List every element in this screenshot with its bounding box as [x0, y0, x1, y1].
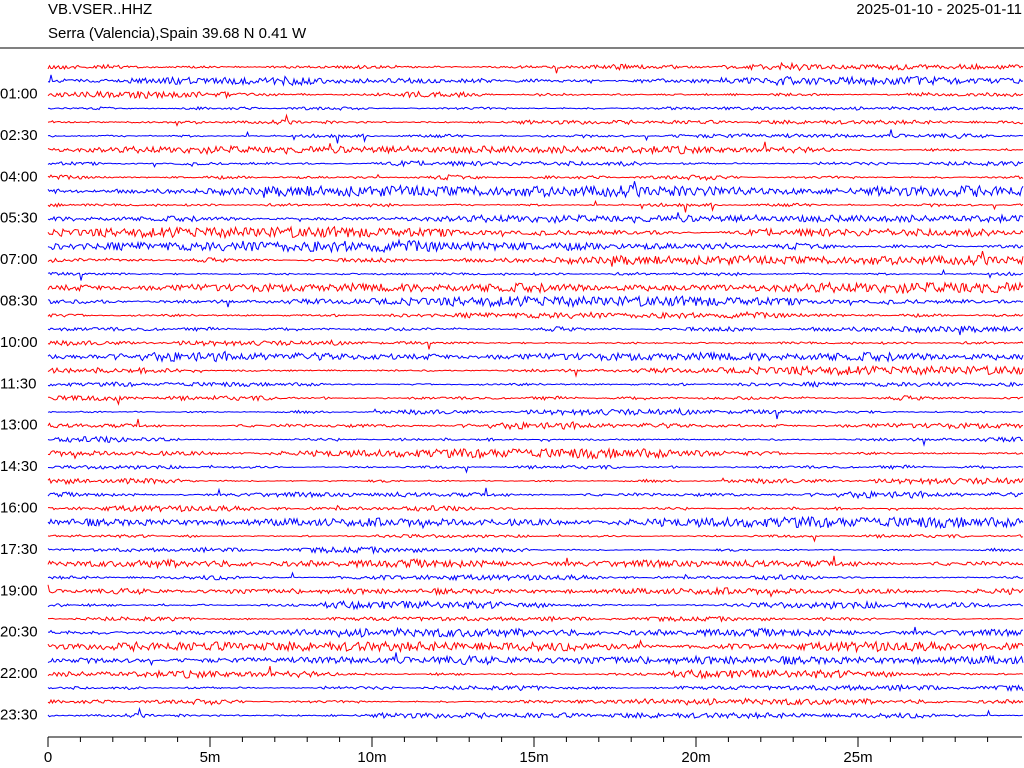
- y-tick-label: 07:00: [0, 251, 38, 268]
- seismic-trace: [47, 173, 1024, 182]
- seismic-trace: [47, 683, 1024, 693]
- seismic-trace: [47, 325, 1024, 336]
- seismic-trace: [47, 515, 1024, 530]
- y-tick-label: 05:30: [0, 210, 38, 227]
- seismic-trace: [47, 487, 1024, 500]
- seismic-trace: [48, 394, 1024, 406]
- y-tick-label: 02:30: [0, 127, 38, 144]
- seismic-trace: [47, 652, 1024, 667]
- y-tick-label: 08:30: [0, 293, 38, 310]
- seismic-trace: [47, 407, 1024, 420]
- seismic-trace: [47, 447, 1024, 460]
- seismic-trace: [47, 212, 1024, 225]
- seismic-trace: [47, 199, 1024, 213]
- seismic-trace: [47, 129, 1024, 144]
- seismic-trace: [47, 181, 1024, 199]
- x-tick-label: 10m: [357, 749, 386, 766]
- seismic-trace: [47, 350, 1024, 363]
- seismic-trace: [47, 555, 1024, 570]
- seismic-trace: [47, 380, 1024, 389]
- seismic-trace: [47, 665, 1024, 680]
- seismic-trace: [47, 338, 1024, 350]
- seismic-trace: [47, 435, 1024, 447]
- seismic-trace: [47, 600, 1024, 611]
- seismic-trace: [47, 310, 1024, 320]
- seismic-trace: [47, 113, 1024, 127]
- seismic-trace: [47, 533, 1024, 543]
- y-tick-label: 22:00: [0, 665, 38, 682]
- x-tick-label: 5m: [200, 749, 221, 766]
- x-tick-label: 25m: [843, 749, 872, 766]
- station-title: VB.VSER..HHZ: [48, 1, 152, 18]
- y-tick-label: 19:00: [0, 582, 38, 599]
- seismic-trace: [47, 418, 1024, 431]
- seismic-trace: [47, 238, 1024, 254]
- y-tick-label: 01:00: [0, 86, 38, 103]
- y-tick-label: 13:00: [0, 417, 38, 434]
- seismic-trace: [47, 159, 1024, 168]
- y-tick-label: 04:00: [0, 168, 38, 185]
- seismic-trace: [47, 294, 1024, 309]
- x-tick-label: 15m: [519, 749, 548, 766]
- y-tick-label: 16:00: [0, 500, 38, 517]
- seismic-trace: [47, 697, 1024, 706]
- date-range: 2025-01-10 - 2025-01-11: [856, 1, 1022, 18]
- seismic-trace: [48, 504, 1024, 513]
- seismic-trace: [47, 545, 1024, 555]
- y-tick-label: 20:30: [0, 624, 38, 641]
- seismic-trace: [47, 61, 1024, 74]
- seismic-trace: [47, 364, 1024, 378]
- y-tick-label: 23:30: [0, 706, 38, 723]
- seismic-trace: [47, 141, 1024, 156]
- seismic-trace: [47, 74, 1024, 87]
- seismic-trace: [48, 615, 1023, 623]
- station-subtitle: Serra (Valencia),Spain 39.68 N 0.41 W: [48, 25, 307, 42]
- seismic-trace: [47, 268, 1024, 281]
- seismic-trace: [47, 571, 1024, 582]
- y-tick-label: 11:30: [0, 375, 36, 392]
- seismic-trace: [47, 225, 1024, 240]
- x-tick-label: 20m: [681, 749, 710, 766]
- seismic-trace: [47, 281, 1024, 295]
- seismic-trace: [47, 105, 1024, 111]
- seismic-trace: [47, 626, 1024, 639]
- y-tick-label: 10:00: [0, 334, 38, 351]
- y-tick-label: 14:30: [0, 458, 38, 475]
- seismic-trace: [47, 639, 1024, 654]
- y-tick-label: 17:30: [0, 541, 38, 558]
- seismic-trace: [47, 90, 1024, 100]
- seismic-trace: [47, 250, 1024, 267]
- seismic-trace: [47, 476, 1024, 486]
- seismic-trace: [47, 464, 1023, 474]
- x-tick-label: 0: [44, 749, 52, 766]
- seismic-trace: [47, 706, 1024, 720]
- seismic-trace: [47, 584, 1024, 598]
